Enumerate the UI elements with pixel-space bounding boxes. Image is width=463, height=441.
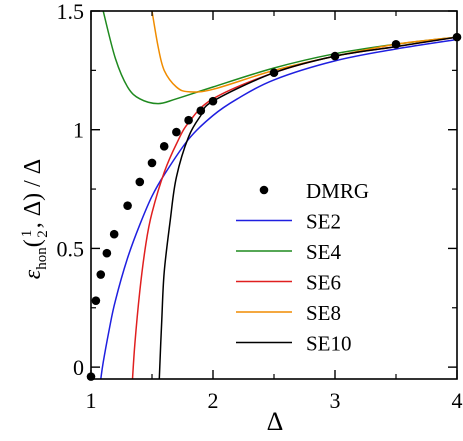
y-axis-frac-numerator: 1 [19, 230, 35, 238]
legend-label-dmrg: DMRG [306, 179, 369, 203]
x-tick-label: 3 [330, 388, 341, 413]
legend-label-se6: SE6 [306, 271, 341, 295]
y-axis-open-paren: ( [20, 239, 46, 247]
plot-frame [90, 10, 458, 380]
data-point-dmrg [196, 106, 206, 116]
legend-label-se4: SE4 [306, 240, 342, 264]
data-point-dmrg [184, 115, 193, 125]
data-point-dmrg [172, 127, 181, 137]
y-axis-subscript: hon [34, 247, 50, 270]
y-tick-label: 1.5 [57, 0, 85, 24]
x-tick-label: 1 [86, 388, 97, 413]
series-line-se4 [102, 11, 457, 105]
data-point-dmrg [91, 296, 101, 305]
y-tick-label: 0 [73, 355, 84, 380]
data-point-dmrg [135, 177, 145, 187]
data-point-dmrg [147, 158, 157, 168]
x-tick-label: 2 [208, 388, 219, 413]
data-point-dmrg [159, 142, 169, 151]
ticks-layer [90, 10, 458, 379]
data-point-dmrg [391, 39, 401, 49]
series-line-se6 [131, 36, 457, 379]
data-point-dmrg [208, 96, 218, 106]
data-point-dmrg [102, 248, 112, 258]
y-axis-title: εhon(12, Δ) / Δ [19, 159, 51, 280]
legend-swatch-dmrg [259, 185, 269, 195]
y-axis-frac-denominator: 2 [35, 230, 51, 238]
data-point-dmrg [96, 270, 106, 279]
series-line-se2 [100, 38, 457, 379]
series-line-se10 [158, 36, 457, 379]
y-tick-label: 1 [73, 118, 84, 143]
series-line-se8 [151, 11, 457, 93]
y-axis-symbol: ε [20, 269, 46, 279]
y-tick-label: 0.5 [57, 236, 85, 261]
y-axis-rest: , Δ) / Δ [20, 159, 46, 229]
data-point-dmrg [330, 51, 340, 61]
legend: DMRG SE2 SE4 SE6 SE8 SE10 [236, 179, 369, 356]
legend-label-se2: SE2 [306, 210, 341, 234]
data-point-dmrg [123, 201, 132, 210]
data-point-dmrg [269, 68, 279, 78]
legend-label-se10: SE10 [306, 332, 352, 356]
svg-text:εhon(12, Δ) / Δ: εhon(12, Δ) / Δ [19, 159, 51, 280]
points-layer [86, 32, 462, 381]
x-axis-title: Δ [267, 407, 284, 436]
x-tick-label: 4 [452, 388, 463, 413]
series-layer [100, 11, 457, 379]
tick-labels: 1 2 3 4 0 0.5 1 1.5 [57, 0, 463, 413]
legend-label-se8: SE8 [306, 301, 341, 325]
data-point-dmrg [109, 229, 119, 239]
